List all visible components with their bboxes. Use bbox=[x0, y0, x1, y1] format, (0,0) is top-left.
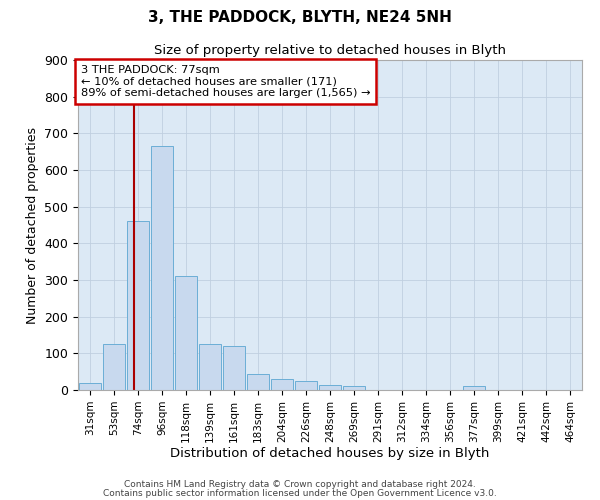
Text: 3 THE PADDOCK: 77sqm
← 10% of detached houses are smaller (171)
89% of semi-deta: 3 THE PADDOCK: 77sqm ← 10% of detached h… bbox=[80, 65, 370, 98]
Bar bbox=[223, 346, 245, 390]
Bar bbox=[247, 374, 269, 390]
Text: 3, THE PADDOCK, BLYTH, NE24 5NH: 3, THE PADDOCK, BLYTH, NE24 5NH bbox=[148, 10, 452, 25]
Bar bbox=[151, 146, 173, 390]
Bar bbox=[175, 276, 197, 390]
X-axis label: Distribution of detached houses by size in Blyth: Distribution of detached houses by size … bbox=[170, 448, 490, 460]
Y-axis label: Number of detached properties: Number of detached properties bbox=[26, 126, 39, 324]
Bar bbox=[79, 382, 101, 390]
Bar bbox=[199, 344, 221, 390]
Bar bbox=[103, 344, 125, 390]
Title: Size of property relative to detached houses in Blyth: Size of property relative to detached ho… bbox=[154, 44, 506, 58]
Bar bbox=[319, 384, 341, 390]
Bar bbox=[343, 386, 365, 390]
Bar bbox=[463, 386, 485, 390]
Bar bbox=[295, 381, 317, 390]
Bar bbox=[271, 379, 293, 390]
Bar bbox=[127, 222, 149, 390]
Text: Contains HM Land Registry data © Crown copyright and database right 2024.: Contains HM Land Registry data © Crown c… bbox=[124, 480, 476, 489]
Text: Contains public sector information licensed under the Open Government Licence v3: Contains public sector information licen… bbox=[103, 488, 497, 498]
